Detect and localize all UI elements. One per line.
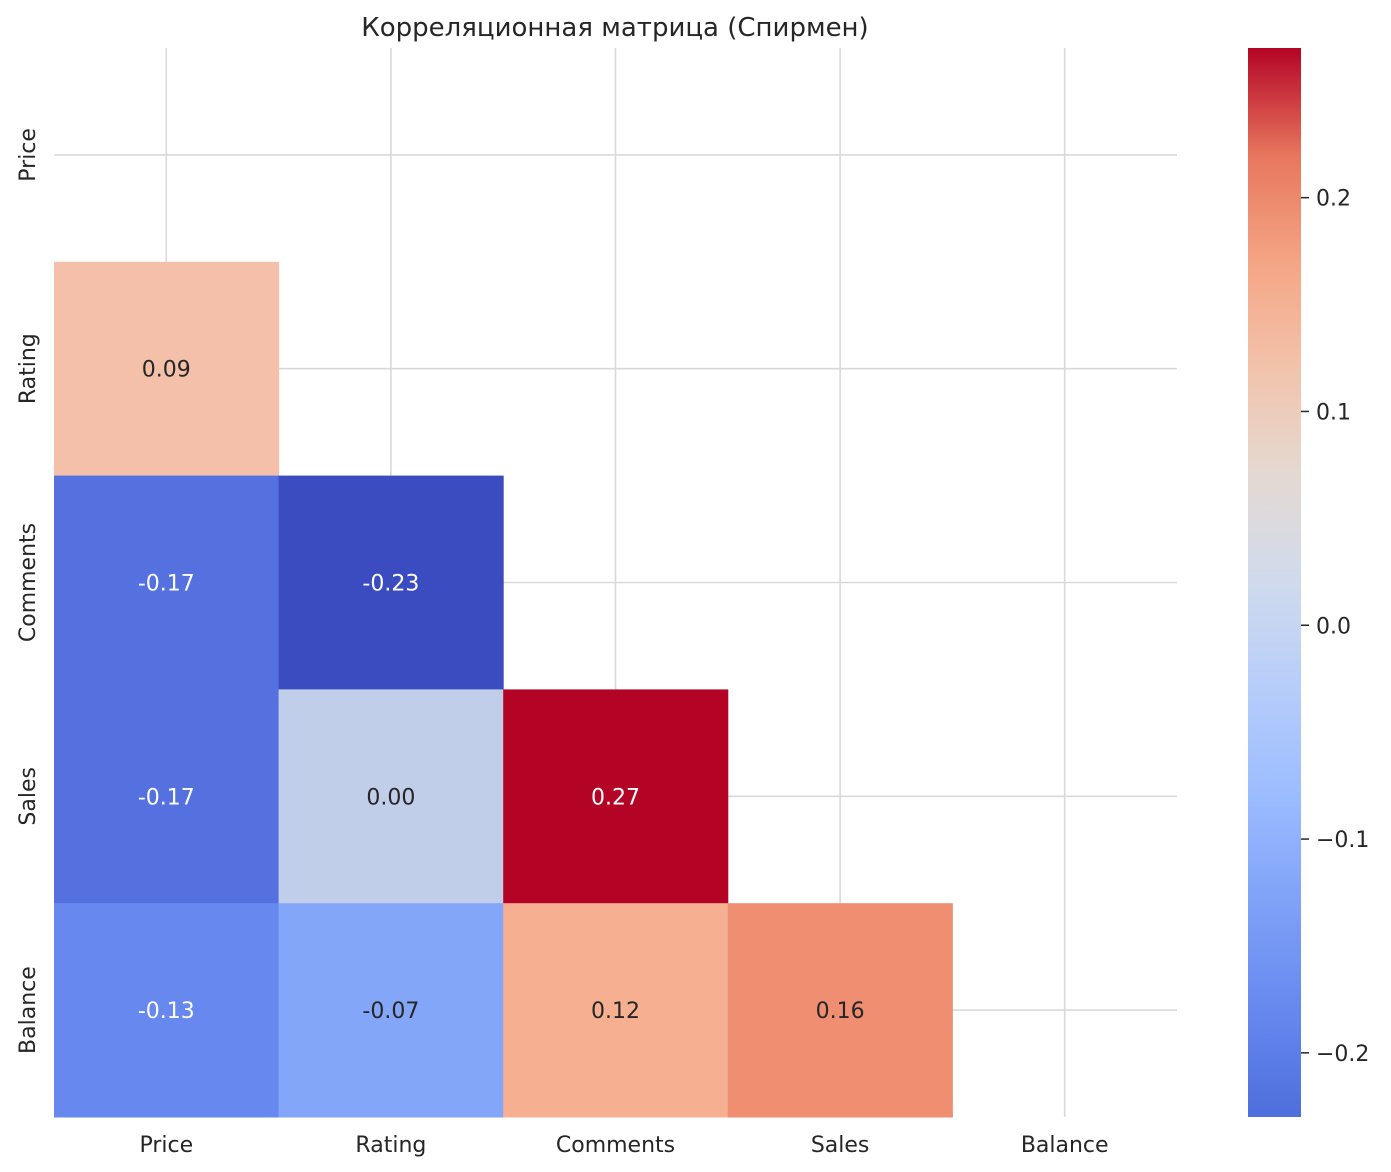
cell-value-label: -0.07 xyxy=(362,999,419,1024)
x-tick-label: Rating xyxy=(355,1133,426,1158)
colorbar: −0.2 −0.1 0.0 0.1 0.2 xyxy=(1248,48,1369,1117)
y-tick-label: Comments xyxy=(16,523,41,642)
colorbar-gradient xyxy=(1248,48,1301,1117)
y-tick-label: Sales xyxy=(16,767,41,826)
colorbar-tick-label: −0.1 xyxy=(1316,828,1369,853)
x-tick-label: Balance xyxy=(1021,1133,1109,1158)
heatmap-cell xyxy=(503,689,729,904)
cell-value-label: 0.27 xyxy=(591,785,640,810)
heatmap-cell xyxy=(278,689,504,904)
heatmap-cell xyxy=(727,903,953,1118)
colorbar-tick-label: 0.2 xyxy=(1316,187,1351,212)
x-tick-label: Price xyxy=(139,1133,193,1158)
heatmap-cell xyxy=(54,261,280,477)
cell-value-label: 0.16 xyxy=(816,999,865,1024)
y-tick-label: Balance xyxy=(16,966,41,1054)
cell-value-label: -0.23 xyxy=(362,572,419,597)
cell-value-label: -0.13 xyxy=(138,999,195,1024)
heatmap-cell xyxy=(278,903,504,1118)
cell-value-label: 0.09 xyxy=(142,358,191,383)
heatmap-cells: 0.09 -0.17 -0.23 -0.17 0.00 0.27 -0.13 -0.07 0.1… xyxy=(54,261,953,1118)
x-axis: Price Rating Comments Sales Balance xyxy=(139,1133,1108,1158)
y-tick-label: Rating xyxy=(16,333,41,404)
heatmap-cell xyxy=(54,475,280,690)
cell-value-label: -0.17 xyxy=(138,572,195,597)
y-axis: Price Rating Comments Sales Balance xyxy=(16,128,41,1054)
chart-title: Корреляционная матрица (Спирмен) xyxy=(361,13,868,43)
colorbar-tick-label: 0.1 xyxy=(1316,400,1351,425)
colorbar-tick-label: 0.0 xyxy=(1316,614,1351,639)
x-tick-label: Sales xyxy=(811,1133,870,1158)
heatmap-cell xyxy=(503,903,729,1118)
heatmap-cell xyxy=(54,903,280,1118)
heatmap-cell xyxy=(54,689,280,904)
cell-value-label: 0.00 xyxy=(366,785,415,810)
colorbar-tick-label: −0.2 xyxy=(1316,1042,1369,1067)
y-tick-label: Price xyxy=(16,128,41,182)
cell-value-label: -0.17 xyxy=(138,785,195,810)
x-tick-label: Comments xyxy=(556,1133,675,1158)
cell-value-label: 0.12 xyxy=(591,999,640,1024)
heatmap-cell xyxy=(278,475,504,690)
